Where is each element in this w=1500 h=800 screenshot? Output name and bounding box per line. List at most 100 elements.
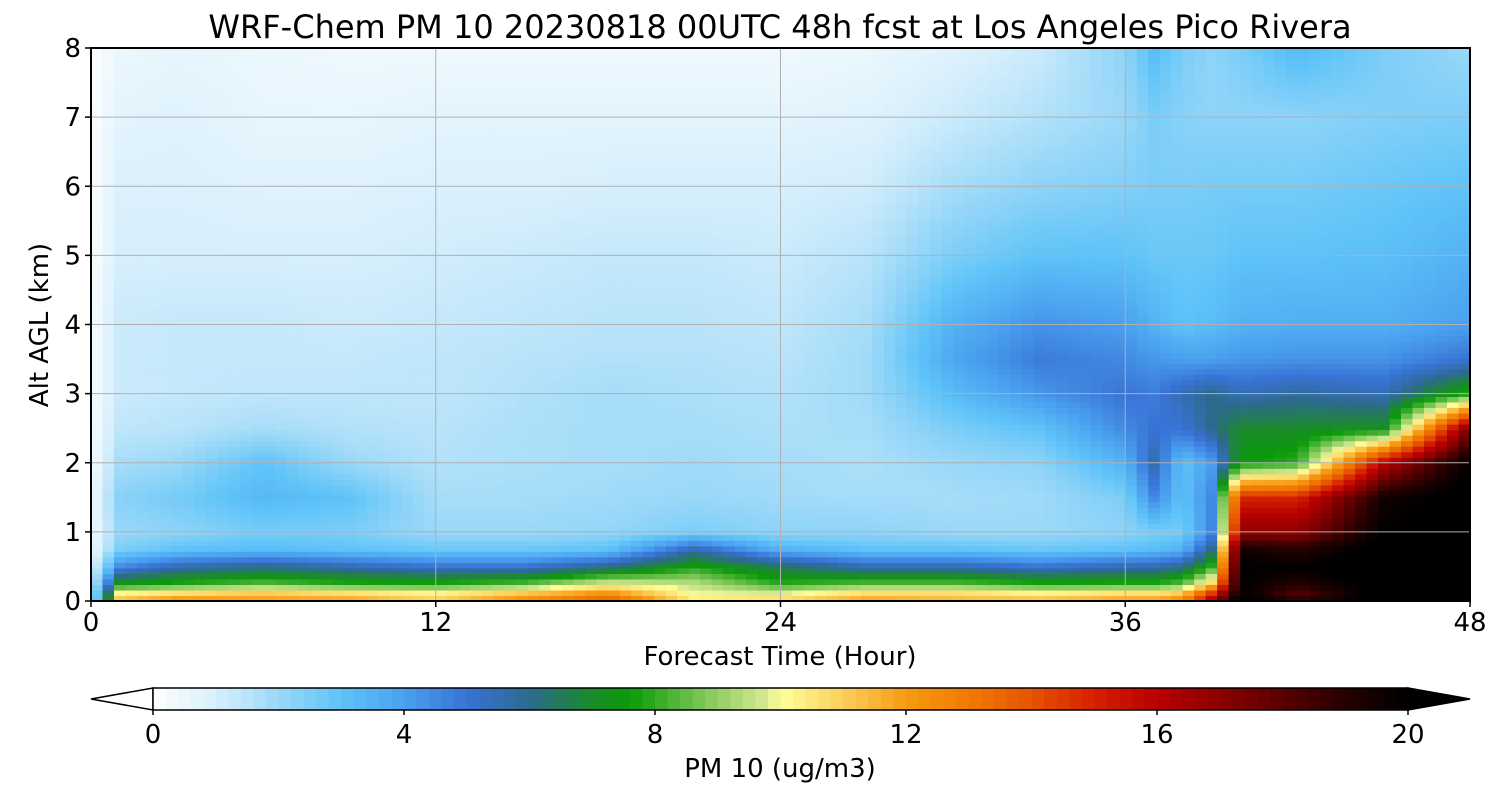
heatmap-cell [171,545,184,552]
heatmap-cell [125,495,138,503]
heatmap-cell [504,490,517,497]
heatmap-cell [447,457,460,464]
heatmap-cell [481,324,494,331]
heatmap-cell [136,490,150,497]
heatmap-cell [562,352,575,359]
heatmap-cell [343,479,356,486]
heatmap-cell [297,374,310,381]
heatmap-cell [539,130,552,138]
heatmap-cell [435,70,448,77]
heatmap-cell [286,247,299,254]
heatmap-cell [470,562,483,569]
heatmap-cell [585,158,598,165]
heatmap-cell [113,401,127,409]
heatmap-cell [539,556,552,563]
heatmap-cell [481,352,494,359]
heatmap-cell [343,119,356,127]
heatmap-cell [343,457,356,464]
heatmap-cell [355,97,368,104]
heatmap-cell [182,324,196,331]
heatmap-cell [378,147,391,154]
heatmap-cell [194,534,207,541]
heatmap-cell [343,407,356,414]
heatmap-cell [343,318,356,326]
heatmap-cell [102,573,115,580]
heatmap-cell [401,59,414,66]
heatmap-cell [527,285,540,292]
heatmap-cell [113,64,127,71]
heatmap-cell [182,457,196,464]
heatmap-cell [343,302,356,309]
heatmap-cell [378,451,391,458]
heatmap-cell [527,385,540,392]
heatmap-cell [194,191,207,198]
heatmap-cell [240,247,253,254]
heatmap-cell [596,540,609,547]
heatmap-cell [389,357,402,364]
heatmap-cell [631,48,644,55]
heatmap-cell [320,578,333,586]
heatmap-cell [205,59,219,66]
heatmap-cell [493,346,506,353]
heatmap-cell [297,457,310,464]
heatmap-cell [493,247,506,254]
heatmap-cell [297,175,310,182]
heatmap-cell [343,307,356,315]
heatmap-cells [91,48,1470,601]
heatmap-cell [148,501,161,508]
heatmap-cell [343,285,356,292]
heatmap-cell [654,230,667,237]
heatmap-cell [470,103,483,110]
heatmap-cell [378,164,391,171]
heatmap-cell [113,595,127,601]
heatmap-cell [263,142,276,149]
heatmap-cell [527,335,540,342]
heatmap-cell [389,108,402,115]
heatmap-cell [470,108,483,115]
heatmap-cell [493,48,506,55]
heatmap-cell [159,412,173,420]
heatmap-cell [435,357,448,364]
heatmap-cell [481,479,494,486]
heatmap-cell [332,125,345,132]
heatmap-cell [654,518,667,525]
heatmap-cell [320,346,333,353]
heatmap-cell [447,180,460,187]
heatmap-cell [493,153,506,160]
heatmap-cell [412,484,425,491]
heatmap-cell [343,280,356,287]
heatmap-cell [435,506,448,514]
heatmap-cell [343,357,356,364]
heatmap-cell [286,584,299,591]
heatmap-cell [309,341,322,348]
heatmap-cell [654,573,667,580]
heatmap-cell [113,324,127,331]
heatmap-cell [343,424,356,431]
heatmap-cell [389,280,402,287]
heatmap-cell [194,291,207,298]
heatmap-cell [481,296,494,303]
heatmap-cell [194,335,207,342]
heatmap-cell [470,418,483,425]
heatmap-cell [148,263,161,270]
heatmap-cell [562,589,575,597]
heatmap-cell [573,64,586,71]
heatmap-cell [539,418,552,425]
heatmap-cell [458,506,471,514]
heatmap-cell [481,169,494,176]
heatmap-cell [366,495,379,503]
heatmap-cell [136,401,150,409]
heatmap-cell [159,435,173,442]
heatmap-cell [389,523,402,530]
heatmap-cell [136,70,150,77]
heatmap-cell [332,307,345,315]
heatmap-cell [309,119,322,127]
heatmap-cell [228,164,241,171]
heatmap-cell [493,457,506,464]
heatmap-cell [286,313,299,320]
heatmap-cell [228,451,241,458]
heatmap-cell [596,412,609,420]
heatmap-cell [343,180,356,187]
heatmap-cell [102,48,115,55]
heatmap-cell [355,302,368,309]
